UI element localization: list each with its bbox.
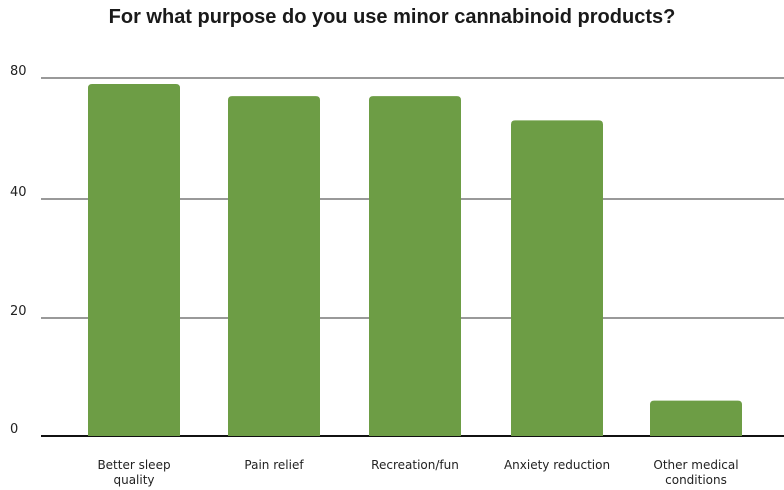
y-tick-labels: 0 20 40 80 (10, 64, 27, 437)
x-category-label: Recreation/fun (371, 458, 459, 472)
bars (88, 84, 742, 437)
x-category-labels: Better sleep quality Pain relief Recreation… (97, 458, 738, 487)
bar (650, 400, 742, 436)
y-tick-label: 20 (10, 304, 27, 319)
bar (228, 96, 320, 437)
x-category-label-line: quality (113, 473, 154, 487)
x-category-label-line: Better sleep (97, 458, 170, 472)
x-category-label: Better sleep quality (97, 458, 170, 487)
x-category-label-line: Pain relief (244, 458, 304, 472)
x-category-label-line: Anxiety reduction (504, 458, 610, 472)
y-tick-label: 80 (10, 64, 27, 79)
bar (88, 84, 180, 437)
bar (369, 96, 461, 437)
bar (511, 120, 603, 436)
x-category-label-line: Other medical (653, 458, 738, 472)
y-tick-label: 0 (10, 422, 18, 437)
x-category-label-line: Recreation/fun (371, 458, 459, 472)
chart-title: For what purpose do you use minor cannab… (108, 6, 676, 28)
x-category-label: Anxiety reduction (504, 458, 610, 472)
x-category-label: Pain relief (244, 458, 304, 472)
y-tick-label: 40 (10, 185, 27, 200)
x-category-label-line: conditions (665, 473, 727, 487)
x-category-label: Other medical conditions (653, 458, 738, 487)
